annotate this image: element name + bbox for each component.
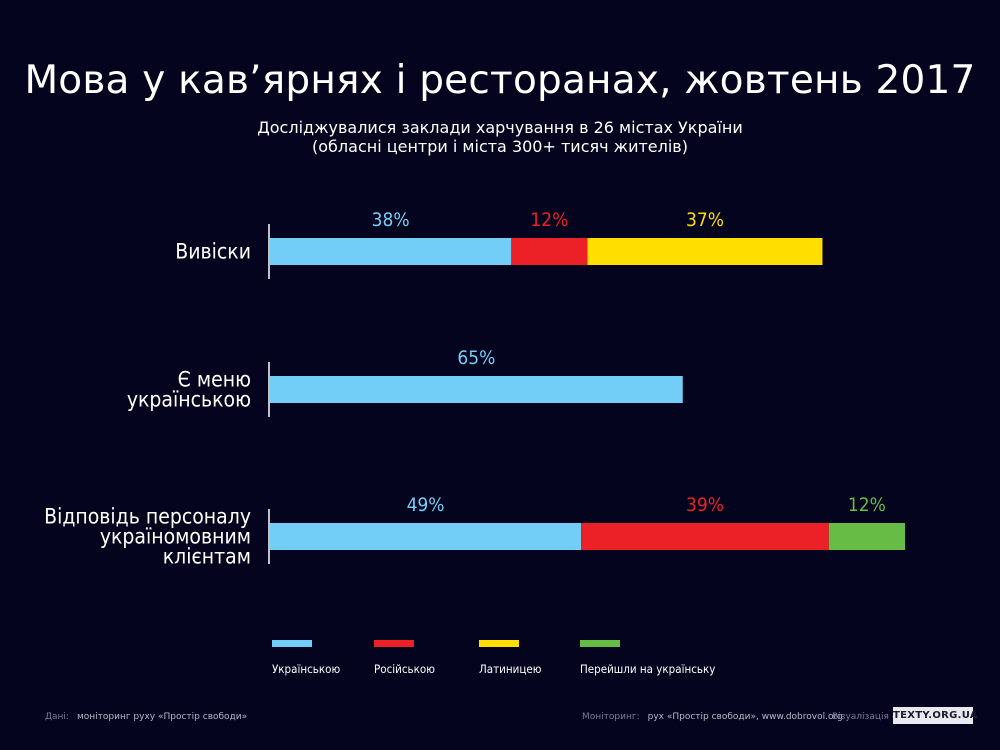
- legend-swatch: [272, 640, 312, 647]
- bar-segment: [828, 523, 905, 550]
- legend-label: Російською: [374, 662, 435, 676]
- chart-title: Мова у кав’ярнях і ресторанах, жовтень 2…: [24, 58, 976, 103]
- legend-label: Перейшли на українську: [580, 662, 716, 676]
- footer-monitoring-label: Моніторинг:: [582, 712, 640, 722]
- data-label: 65%: [457, 347, 495, 369]
- category-label: Вивіски: [175, 240, 251, 264]
- data-label: 12%: [530, 209, 568, 231]
- category-label: українською: [127, 388, 251, 412]
- bar-segment: [270, 523, 582, 550]
- category-label: клієнтам: [163, 545, 251, 569]
- footer-monitoring: Моніторинг: рух «Простір свободи», www.do…: [582, 712, 843, 722]
- data-label: 37%: [686, 209, 724, 231]
- footer-data-label: Дані:: [45, 712, 69, 722]
- category-label: Відповідь персоналу: [44, 505, 251, 529]
- bar-segment: [270, 238, 512, 265]
- legend-swatch: [479, 640, 519, 647]
- footer-data-value: моніторинг руху «Простір свободи»: [76, 712, 248, 722]
- bar-segment: [270, 376, 683, 403]
- legend-swatch: [374, 640, 414, 647]
- legend-label: Українською: [272, 662, 341, 676]
- bar-segment: [581, 523, 829, 550]
- legend-swatch: [580, 640, 620, 647]
- data-label: 38%: [372, 209, 410, 231]
- bar-segment: [587, 238, 823, 265]
- subtitle-line-1: Досліджувалися заклади харчування в 26 м…: [257, 118, 743, 137]
- footer-data-source: Дані: моніторинг руху «Простір свободи»: [45, 712, 247, 722]
- bar-segment: [511, 238, 588, 265]
- subtitle-line-2: (обласні центри і міста 300+ тисяч жител…: [312, 137, 688, 156]
- footer-monitoring-value: рух «Простір свободи», www.dobrovol.org: [647, 712, 843, 722]
- category-label: Є меню: [178, 368, 251, 392]
- data-label: 39%: [686, 494, 724, 516]
- footer-visualization-label: Візуалізація —: [832, 712, 901, 722]
- data-label: 12%: [848, 494, 886, 516]
- category-label: україномовним: [100, 525, 251, 549]
- texty-badge[interactable]: TEXTY.ORG.UA: [893, 707, 978, 724]
- legend-label: Латиницею: [479, 662, 542, 676]
- data-label: 49%: [407, 494, 445, 516]
- chart-subtitle: Досліджувалися заклади харчування в 26 м…: [0, 118, 1000, 156]
